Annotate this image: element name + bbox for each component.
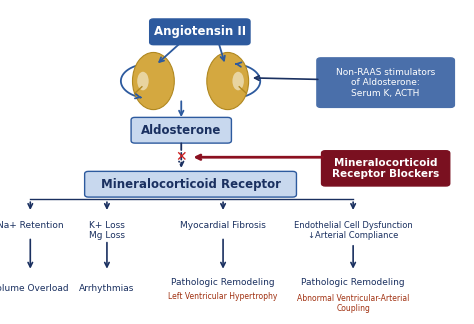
- Text: Aldosterone: Aldosterone: [141, 124, 221, 137]
- Text: Mineralocorticoid Receptor: Mineralocorticoid Receptor: [100, 178, 281, 191]
- FancyBboxPatch shape: [321, 151, 450, 186]
- Text: Volume Overload: Volume Overload: [0, 284, 69, 293]
- FancyBboxPatch shape: [150, 19, 250, 45]
- Ellipse shape: [137, 72, 149, 90]
- Ellipse shape: [232, 72, 244, 90]
- Text: Endothelial Cell Dysfunction
↓Arterial Compliance: Endothelial Cell Dysfunction ↓Arterial C…: [294, 221, 412, 240]
- Text: Arrhythmias: Arrhythmias: [79, 284, 135, 293]
- Ellipse shape: [132, 52, 174, 110]
- Text: Angiotensin II: Angiotensin II: [154, 25, 246, 38]
- Text: Myocardial Fibrosis: Myocardial Fibrosis: [180, 221, 266, 230]
- Text: Non-RAAS stimulators
of Aldosterone:
Serum K, ACTH: Non-RAAS stimulators of Aldosterone: Ser…: [336, 68, 435, 98]
- Text: Na+ Retention: Na+ Retention: [0, 221, 64, 230]
- Ellipse shape: [207, 52, 248, 110]
- Text: K+ Loss
Mg Loss: K+ Loss Mg Loss: [89, 221, 125, 240]
- Text: Mineralocorticoid
Receptor Blockers: Mineralocorticoid Receptor Blockers: [332, 157, 439, 179]
- Text: Pathologic Remodeling: Pathologic Remodeling: [301, 278, 405, 287]
- Text: Left Ventricular Hypertrophy: Left Ventricular Hypertrophy: [168, 292, 278, 301]
- FancyBboxPatch shape: [317, 58, 455, 107]
- Text: ✕: ✕: [175, 150, 187, 164]
- FancyBboxPatch shape: [131, 117, 231, 143]
- FancyBboxPatch shape: [85, 171, 296, 197]
- Text: Abnormal Ventricular-Arterial
Coupling: Abnormal Ventricular-Arterial Coupling: [297, 294, 410, 313]
- Text: Pathologic Remodeling: Pathologic Remodeling: [171, 278, 275, 287]
